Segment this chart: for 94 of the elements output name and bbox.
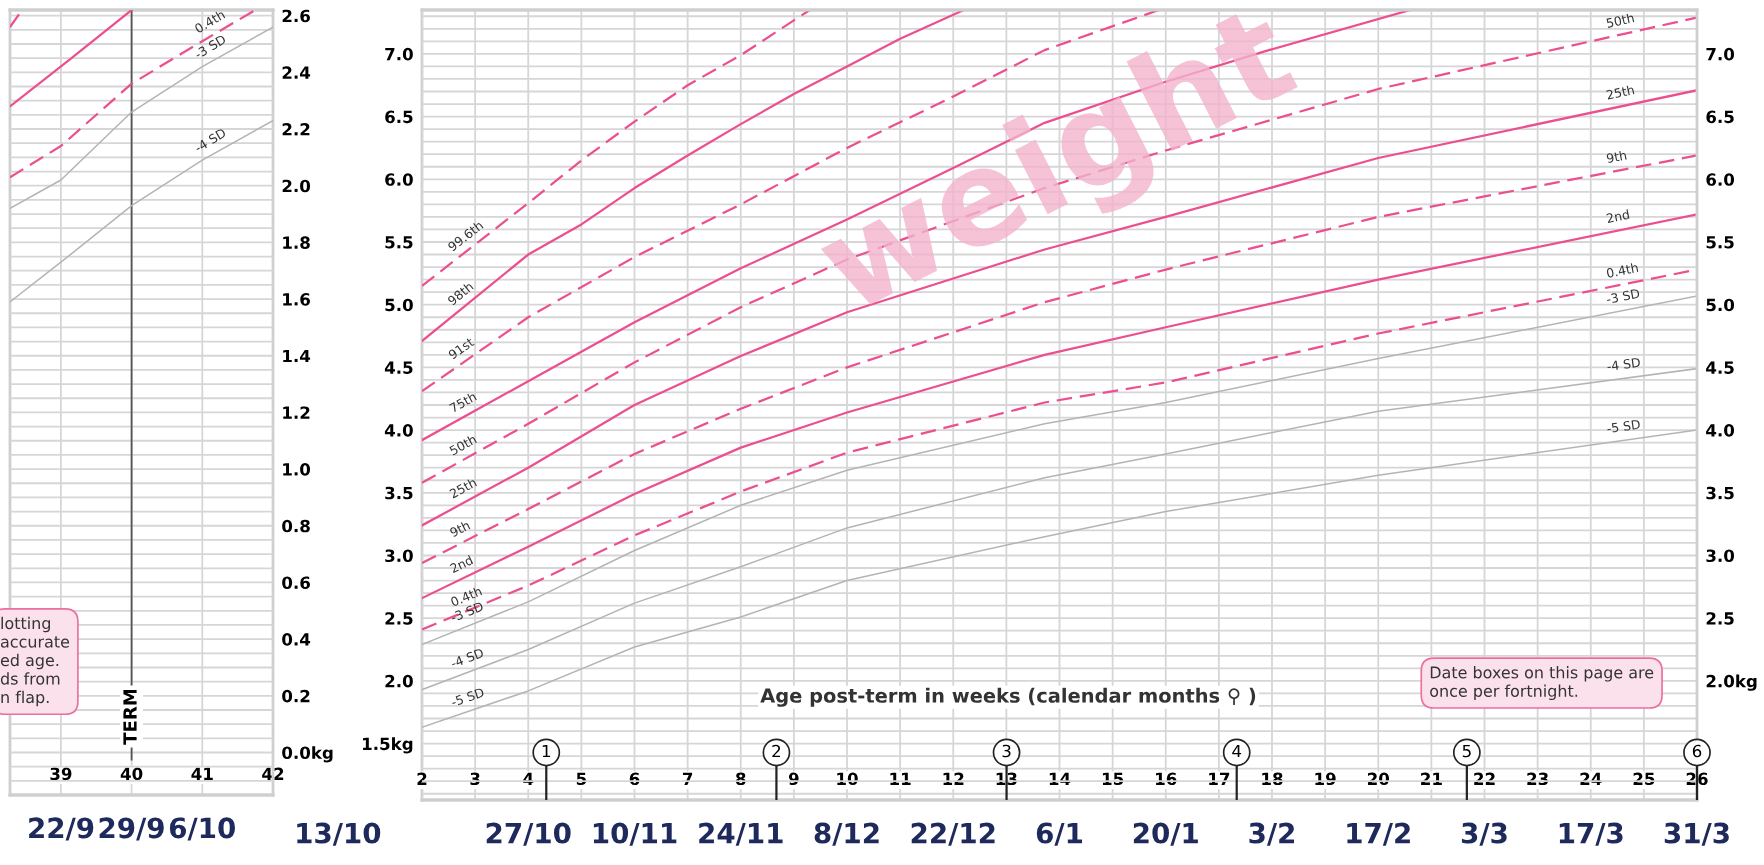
y2-tick-label: 7.0 (1706, 47, 1735, 61)
text: 75th (448, 391, 477, 413)
y2-tick-label: 2.6 (282, 9, 310, 23)
x2-tick-label: 3 (1002, 744, 1011, 758)
x-tick-label: 2 (417, 772, 427, 785)
text: -3 SD (193, 34, 227, 60)
y-tick-label: 4.5 (384, 361, 413, 374)
text: 3/3 (1461, 822, 1507, 846)
text: -4 SD (450, 647, 485, 669)
text: 20/1 (1133, 822, 1198, 846)
y-tick-label: 2.5 (385, 612, 413, 625)
y2-tick-label: 1.6 (283, 293, 310, 306)
text: 9th (449, 520, 471, 538)
text: 6/1 (1036, 822, 1082, 846)
text: 98th (446, 281, 474, 306)
line-series (10, 119, 273, 303)
x-axis-title: Age post-term in weeks (calendar months ⚲ ) (760, 687, 1256, 707)
y2-tick-label: 1.4 (283, 349, 311, 363)
text: 8/12 (814, 822, 879, 846)
x2-tick-label: 2 (772, 744, 781, 758)
text: -4 SD (1607, 357, 1641, 371)
text: 25th (1606, 84, 1635, 100)
text: 0.4th (1606, 262, 1639, 278)
text: -3 SD (1607, 288, 1640, 304)
text: 31/3 (1664, 822, 1729, 846)
x2-tick-label: 6 (1692, 744, 1702, 758)
x-tick-label: 23 (1527, 772, 1548, 786)
y2-tick-label: 4.5 (1706, 361, 1734, 374)
y2-tick-label: 0.8 (282, 519, 310, 533)
y-tick-label: 5.0 (385, 298, 413, 312)
y2-tick-label: 0.2 (282, 689, 310, 703)
y2-tick-label: 4.0 (1706, 424, 1735, 437)
y-tick-label: 2.0 (385, 674, 413, 688)
y2-tick-label: 1.0 (283, 463, 311, 476)
y2-tick-label: 0.6 (282, 576, 310, 590)
y-tick-label: 6.0 (385, 173, 413, 186)
y2-tick-label: 2.2 (282, 122, 310, 136)
y2-tick-label: 5.5 (1706, 236, 1734, 249)
y-tick-label: 3.5 (385, 486, 413, 500)
text: 22/12 (911, 822, 995, 846)
text: 13/10 (297, 822, 381, 846)
text: 10/11 (593, 822, 677, 846)
y2-tick-label: 2.0 (282, 179, 311, 193)
text: 0.4th (193, 9, 226, 34)
x-tick-label: 41 (191, 767, 213, 780)
y2-tick-label: 6.5 (1706, 110, 1734, 124)
text: -5 SD (1607, 419, 1641, 433)
text: 9th (1606, 150, 1627, 164)
text: 50th (448, 434, 477, 456)
y2-tick-label: 6.0 (1706, 173, 1735, 186)
x-tick-label: 9 (788, 772, 799, 786)
text: 24/11 (699, 822, 783, 846)
text: 22/9 (29, 817, 94, 841)
y2-tick-label: 3.5 (1706, 486, 1734, 500)
text: 50th (1606, 12, 1635, 29)
x-tick-label: 5 (576, 772, 587, 786)
text: 3/2 (1249, 822, 1294, 846)
y2-tick-label: 1.8 (283, 236, 310, 249)
y2-tick-label: 5.0 (1706, 298, 1735, 312)
text: -4 SD (193, 127, 227, 153)
x-tick-label: 25 (1633, 772, 1655, 786)
y2-tick-label: 2.5 (1706, 612, 1734, 625)
text: 17/3 (1559, 822, 1623, 846)
y-tick-label: 5.5 (385, 236, 413, 249)
text: 17/2 (1347, 822, 1410, 846)
y2-tick-label: 1.2 (283, 406, 310, 419)
text: -5 SD (450, 687, 485, 707)
y2-tick-label: 2.4 (282, 66, 311, 79)
text: 27/10 (486, 822, 571, 846)
x-tick-label: 40 (120, 767, 143, 781)
x2-tick-label: 1 (542, 744, 551, 758)
ref-line-label: TERM (123, 689, 137, 745)
x2-tick-label: 4 (1232, 744, 1242, 758)
text: 2nd (1606, 209, 1630, 223)
y-tick-label: 7.0 (385, 47, 413, 61)
y2-tick-label: 0.4 (282, 633, 311, 646)
text: 91st (447, 336, 475, 360)
annotation: lotting accurate ed age. ds from n flap. (0, 616, 70, 707)
text: 29/9 (99, 817, 164, 841)
y-tick-label: 3.0 (385, 549, 413, 563)
y2-tick-label: 0.0kg (282, 746, 333, 763)
annotation: Date boxes on this page are once per fortnight. (1430, 666, 1654, 701)
text: 6/10 (169, 817, 235, 841)
y2-tick-label: 3.0 (1706, 549, 1735, 563)
x-tick-label: 39 (50, 767, 72, 781)
y-tick-label: 1.5kg (363, 737, 413, 754)
y-tick-label: 6.5 (385, 110, 413, 124)
text: 2nd (449, 554, 474, 574)
x2-tick-label: 5 (1462, 744, 1471, 758)
y-tick-label: 4.0 (384, 424, 413, 437)
y2-tick-label: 2.0kg (1706, 674, 1757, 691)
x-tick-label: 42 (262, 767, 284, 780)
x-tick-label: 19 (1315, 772, 1336, 786)
text: 25th (448, 477, 478, 499)
